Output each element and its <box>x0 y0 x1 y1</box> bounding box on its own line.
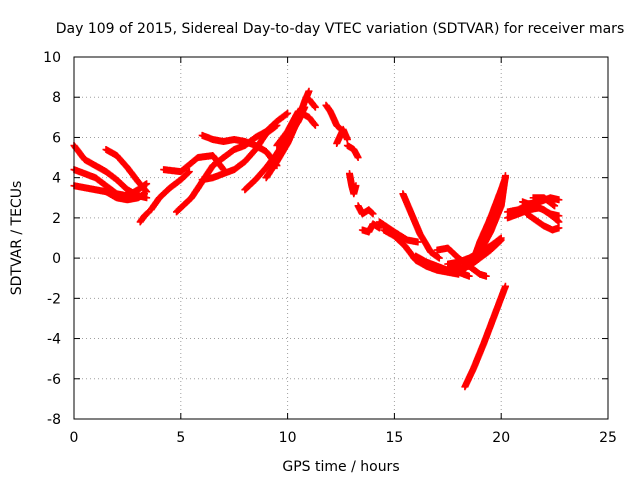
data-series <box>273 107 319 149</box>
grid <box>74 57 608 419</box>
y-tick-label: 2 <box>52 211 61 227</box>
data-series <box>322 101 345 133</box>
y-tick-label: 4 <box>52 171 61 187</box>
plus-markers <box>343 142 362 162</box>
plus-markers <box>273 107 319 149</box>
y-tick-label: 8 <box>52 90 61 106</box>
data-series <box>461 282 509 391</box>
y-tick-label: -8 <box>47 412 61 428</box>
data-series <box>147 168 193 214</box>
plot-frame <box>73 56 609 420</box>
y-tick-label: 10 <box>43 50 61 66</box>
data-series <box>136 208 153 226</box>
y-tick-label: -2 <box>47 291 61 307</box>
plus-markers <box>399 190 443 262</box>
y-tick-label: -4 <box>47 332 61 348</box>
plus-markers <box>346 170 360 198</box>
data-series <box>220 109 292 162</box>
x-axis-label: GPS time / hours <box>282 459 399 475</box>
plus-markers <box>136 208 153 226</box>
plus-markers <box>519 198 563 226</box>
y-tick-label: 6 <box>52 130 61 146</box>
plus-markers <box>354 202 377 218</box>
data-series <box>346 170 360 198</box>
chart-title: Day 109 of 2015, Sidereal Day-to-day VTE… <box>56 21 624 37</box>
data-series <box>375 218 422 246</box>
x-tick-label: 0 <box>70 430 79 446</box>
plus-markers <box>305 95 319 111</box>
plus-markers <box>220 109 292 162</box>
x-tick-label: 20 <box>492 430 510 446</box>
plus-markers <box>523 210 563 234</box>
data-series <box>358 220 383 236</box>
y-tick-label: 0 <box>52 251 61 267</box>
data-series <box>399 190 443 262</box>
data-series <box>333 125 351 147</box>
data-series <box>529 194 559 210</box>
data-series <box>354 202 377 218</box>
plus-markers <box>529 194 559 210</box>
plus-markers <box>147 168 193 214</box>
data-points <box>70 87 563 391</box>
data-series <box>463 174 509 268</box>
axis-ticks: 0 5 10 15 20 25 -8 -6 -4 -2 0 2 4 6 8 10 <box>43 50 617 446</box>
plus-markers <box>375 218 422 246</box>
y-tick-label: -6 <box>47 372 61 388</box>
data-series <box>102 146 151 196</box>
plus-markers <box>461 282 509 391</box>
plus-markers <box>358 220 383 236</box>
plus-markers <box>160 152 228 176</box>
data-series <box>523 210 563 234</box>
x-tick-label: 10 <box>279 430 297 446</box>
plus-markers <box>102 146 151 196</box>
y-axis-label: SDTVAR / TECUs <box>9 181 25 296</box>
x-tick-label: 15 <box>385 430 403 446</box>
data-series <box>305 95 319 111</box>
data-series <box>519 198 563 226</box>
x-tick-label: 5 <box>176 430 185 446</box>
plus-markers <box>463 174 509 268</box>
x-tick-label: 25 <box>599 430 617 446</box>
plus-markers <box>333 125 351 147</box>
plus-markers <box>322 101 345 133</box>
data-series <box>160 152 228 176</box>
data-series <box>343 142 362 162</box>
